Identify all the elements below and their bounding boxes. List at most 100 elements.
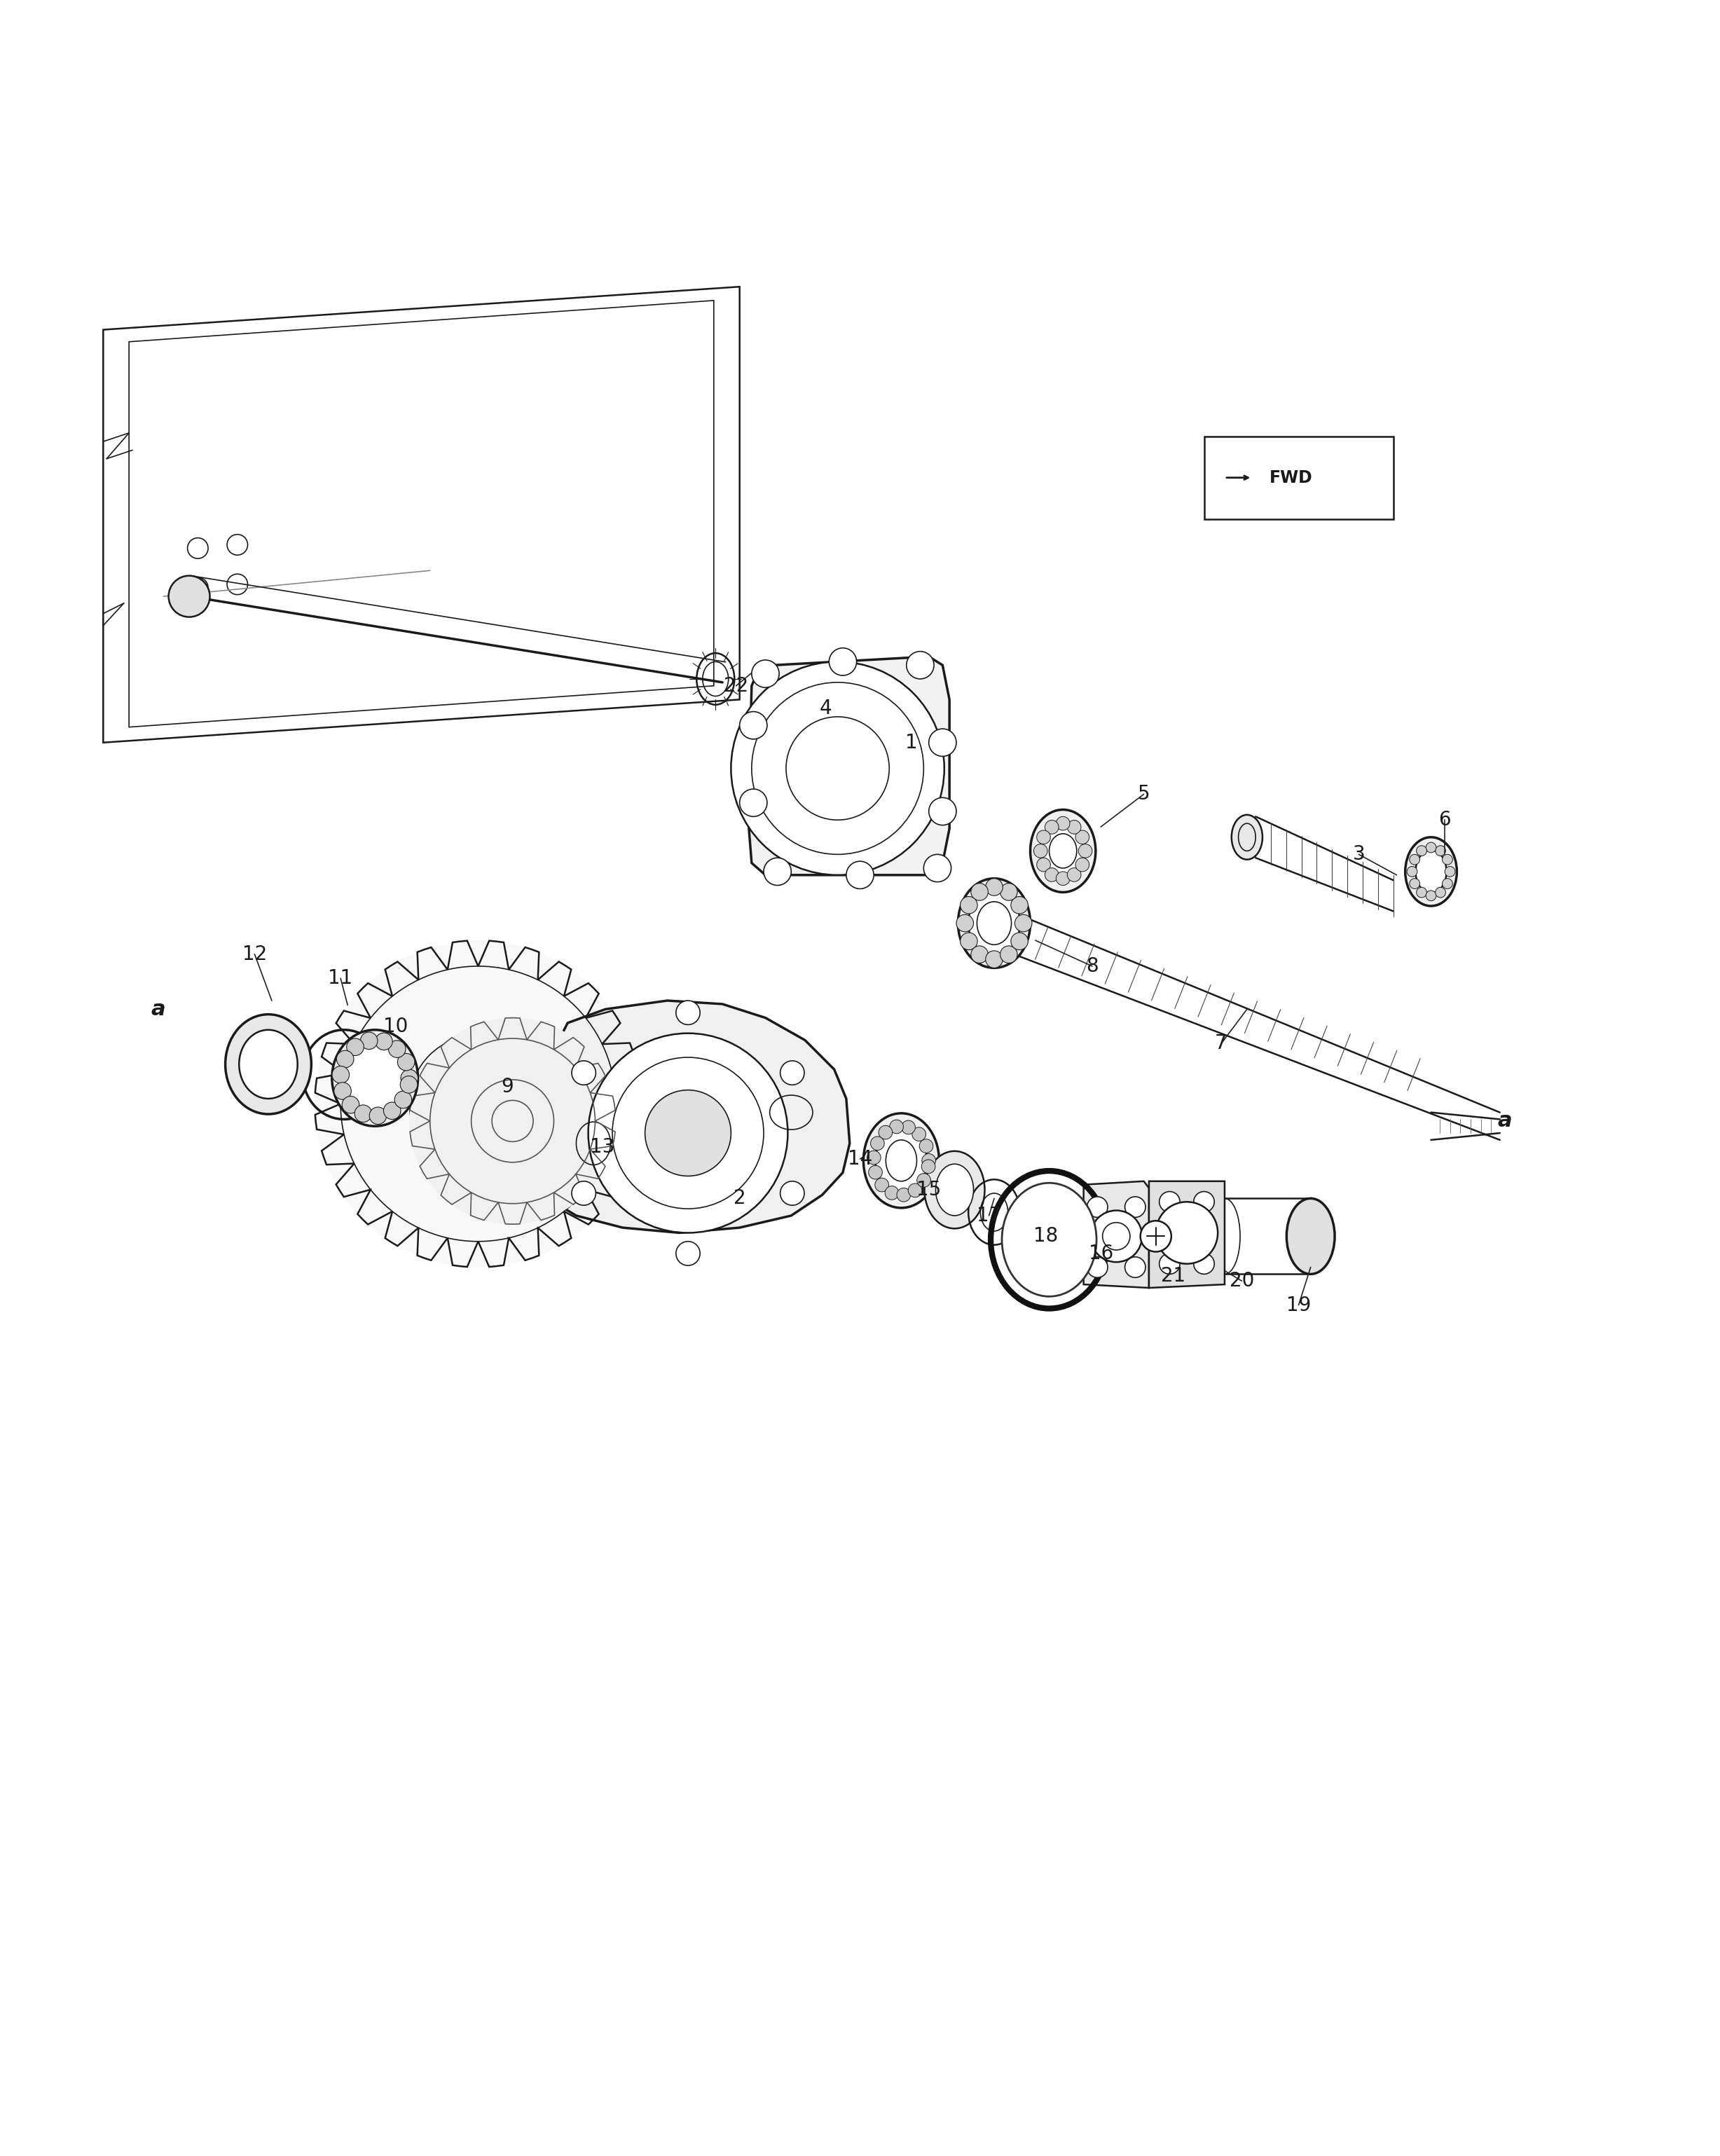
Circle shape (1194, 1192, 1214, 1212)
Circle shape (401, 1076, 418, 1093)
Circle shape (920, 1138, 934, 1153)
Ellipse shape (1041, 824, 1085, 877)
Circle shape (1011, 934, 1029, 951)
Text: 17: 17 (977, 1205, 1001, 1225)
Ellipse shape (925, 1151, 986, 1229)
Circle shape (970, 946, 987, 964)
Circle shape (929, 729, 956, 757)
Text: 13: 13 (590, 1136, 614, 1156)
Circle shape (409, 1018, 616, 1225)
Circle shape (764, 858, 791, 886)
Circle shape (588, 1033, 788, 1233)
Ellipse shape (1287, 1199, 1335, 1274)
Circle shape (347, 1039, 365, 1056)
Circle shape (1056, 817, 1070, 830)
Circle shape (924, 854, 951, 882)
Ellipse shape (1232, 815, 1262, 860)
Ellipse shape (332, 1031, 418, 1125)
Circle shape (1087, 1197, 1108, 1218)
Circle shape (1426, 843, 1436, 852)
Circle shape (1066, 819, 1080, 834)
Circle shape (1436, 845, 1445, 856)
Text: 6: 6 (1438, 811, 1452, 830)
Circle shape (929, 798, 956, 826)
Circle shape (361, 1033, 378, 1050)
Text: 5: 5 (1137, 785, 1151, 804)
Circle shape (781, 1061, 805, 1084)
Text: 11: 11 (329, 968, 353, 987)
Circle shape (1417, 845, 1428, 856)
Text: FWD: FWD (1269, 470, 1312, 485)
Circle shape (342, 1095, 359, 1112)
Circle shape (1194, 1253, 1214, 1274)
Circle shape (867, 1151, 881, 1164)
Circle shape (986, 877, 1003, 895)
Circle shape (645, 1091, 731, 1175)
Circle shape (571, 1181, 595, 1205)
Circle shape (1056, 871, 1070, 886)
Circle shape (394, 1091, 411, 1108)
Circle shape (1015, 914, 1032, 931)
Circle shape (1426, 890, 1436, 901)
Circle shape (1159, 1192, 1180, 1212)
Text: 10: 10 (384, 1018, 408, 1037)
Text: 4: 4 (819, 699, 832, 718)
Circle shape (1417, 888, 1428, 897)
Circle shape (999, 884, 1018, 901)
Circle shape (676, 1242, 700, 1266)
Circle shape (922, 1160, 936, 1173)
Circle shape (999, 946, 1018, 964)
Circle shape (869, 1166, 882, 1179)
Circle shape (384, 1102, 401, 1119)
Circle shape (901, 1121, 915, 1134)
Circle shape (908, 1184, 922, 1197)
Circle shape (970, 884, 987, 901)
Circle shape (1140, 1220, 1171, 1253)
Circle shape (889, 1119, 903, 1134)
Text: 9: 9 (501, 1076, 514, 1097)
Ellipse shape (1405, 837, 1457, 906)
Circle shape (1078, 843, 1092, 858)
Text: 16: 16 (1089, 1244, 1113, 1263)
Circle shape (676, 1000, 700, 1024)
Circle shape (334, 1082, 351, 1100)
Text: 14: 14 (848, 1149, 872, 1169)
Circle shape (1037, 830, 1051, 843)
Circle shape (1443, 854, 1453, 865)
FancyBboxPatch shape (1204, 436, 1393, 520)
Circle shape (1443, 877, 1453, 888)
Circle shape (337, 1050, 354, 1067)
Polygon shape (748, 658, 949, 875)
Circle shape (1407, 867, 1417, 877)
Circle shape (354, 1106, 372, 1121)
Circle shape (879, 1125, 893, 1138)
Ellipse shape (958, 877, 1030, 968)
Ellipse shape (239, 1031, 298, 1100)
Text: 3: 3 (1352, 845, 1366, 865)
Circle shape (169, 576, 210, 617)
Circle shape (1046, 819, 1060, 834)
Circle shape (397, 1054, 415, 1072)
Circle shape (227, 573, 248, 595)
Ellipse shape (1030, 811, 1096, 893)
Text: 20: 20 (1230, 1272, 1254, 1291)
Circle shape (960, 934, 977, 951)
Circle shape (906, 651, 934, 679)
Circle shape (1034, 843, 1047, 858)
Circle shape (1075, 830, 1089, 843)
Circle shape (1090, 1210, 1142, 1261)
Circle shape (1075, 858, 1089, 871)
Circle shape (752, 660, 779, 688)
Circle shape (1159, 1253, 1180, 1274)
Circle shape (375, 1033, 392, 1050)
Circle shape (829, 649, 857, 675)
Text: 15: 15 (917, 1179, 941, 1199)
Circle shape (912, 1128, 925, 1141)
Circle shape (740, 789, 767, 817)
Circle shape (370, 1106, 387, 1123)
Polygon shape (1084, 1181, 1149, 1287)
Circle shape (1445, 867, 1455, 877)
Text: 18: 18 (1034, 1227, 1058, 1246)
Circle shape (389, 1041, 406, 1059)
Circle shape (1011, 897, 1029, 914)
